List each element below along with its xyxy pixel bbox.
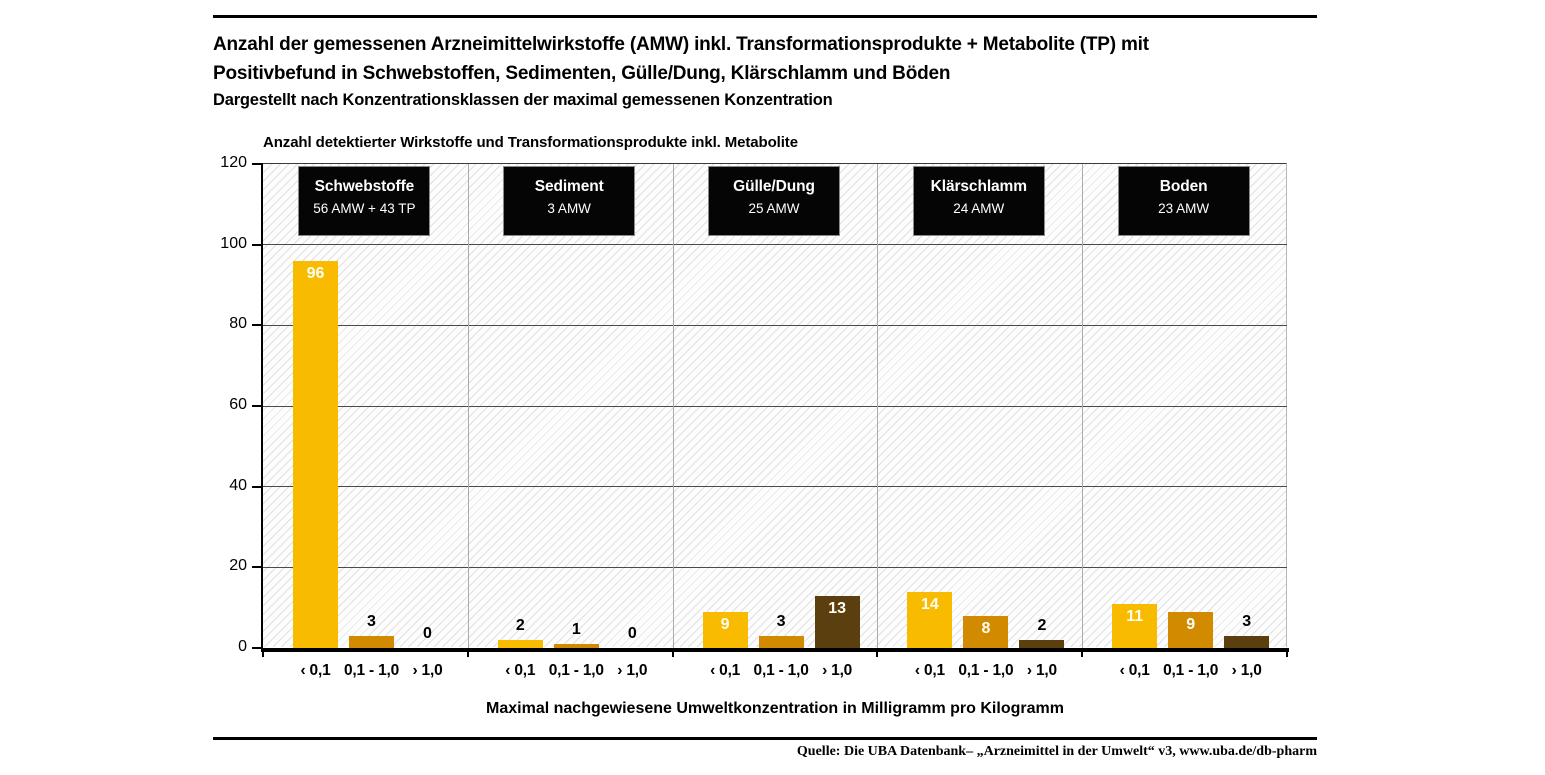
y-axis-tick-label: 60 bbox=[229, 396, 247, 413]
y-axis-tick-label: 80 bbox=[229, 315, 247, 333]
x-axis-tick-label: 0,1 - 1,0 bbox=[753, 662, 809, 679]
group-divider bbox=[1081, 164, 1083, 648]
bar-value-label: 9 bbox=[720, 616, 730, 633]
x-axis-label: Maximal nachgewiesene Umweltkonzentratio… bbox=[486, 700, 1064, 717]
x-axis-tick-label: › 1,0 bbox=[1231, 662, 1262, 679]
page-subtitle: Dargestellt nach Konzentrationsklassen d… bbox=[213, 91, 833, 109]
bar-lt-0-1 bbox=[1112, 604, 1158, 648]
bar-value-label: 11 bbox=[1126, 608, 1144, 625]
gridline bbox=[263, 405, 1287, 407]
gridline bbox=[263, 324, 1287, 326]
source-note: Quelle: Die UBA Datenbank– „Arzneimittel… bbox=[796, 744, 1317, 759]
bar-value-label: 2 bbox=[1037, 617, 1047, 634]
bar-value-label: 14 bbox=[920, 596, 939, 613]
x-axis-tick-label: ‹ 0,1 bbox=[505, 662, 536, 679]
group-badge-count: 56 AMW + 43 TP bbox=[313, 201, 416, 216]
x-axis-tick-label: 0,1 - 1,0 bbox=[343, 662, 400, 679]
gridline bbox=[263, 244, 1287, 246]
x-axis-tick-label: › 1,0 bbox=[412, 662, 443, 679]
y-axis-tick-label: 20 bbox=[229, 557, 247, 575]
bar-lt-0-1 bbox=[293, 261, 338, 648]
y-axis-tick-label: 40 bbox=[229, 476, 247, 494]
page-title-line-1: Anzahl der gemessenen Arzneimittelwirkst… bbox=[213, 34, 1149, 55]
top-rule bbox=[213, 15, 1317, 18]
group-badge-name: Klärschlamm bbox=[930, 178, 1027, 195]
bar-gt-1-0 bbox=[814, 596, 860, 648]
y-axis-title: Anzahl detektierter Wirkstoffe und Trans… bbox=[263, 134, 798, 151]
x-axis-tick-label: 0,1 - 1,0 bbox=[958, 662, 1014, 679]
x-axis-tick-label: › 1,0 bbox=[617, 662, 648, 679]
x-axis-tick-mark bbox=[467, 648, 469, 657]
x-axis-tick-label: ‹ 0,1 bbox=[914, 662, 945, 679]
x-axis-tick-label: › 1,0 bbox=[1026, 662, 1057, 679]
bar-value-label: 13 bbox=[828, 600, 846, 617]
y-axis-tick-mark bbox=[252, 647, 263, 649]
group-badge: Sediment 3 AMW bbox=[503, 166, 636, 236]
bar-value-label: 0 bbox=[423, 625, 432, 642]
bar-value-label: 96 bbox=[306, 265, 325, 282]
x-axis-tick-mark bbox=[876, 648, 878, 657]
y-axis-tick-mark bbox=[252, 163, 263, 165]
group-divider bbox=[876, 164, 878, 648]
plot-area: 0 20 40 60 80 100 120 Schwebstoffe 56 AMW + 43 T… bbox=[220, 154, 1289, 679]
group-badge-name: Boden bbox=[1159, 178, 1208, 195]
y-axis-tick-label: 120 bbox=[220, 154, 247, 171]
group-badge-name: Sediment bbox=[534, 178, 604, 195]
title-block: Anzahl der gemessenen Arzneimittelwirkst… bbox=[213, 30, 1149, 110]
x-axis-tick-label: ‹ 0,1 bbox=[1119, 662, 1150, 679]
y-axis-tick-mark bbox=[252, 485, 263, 488]
bottom-rule bbox=[213, 737, 1317, 740]
y-axis-tick-mark bbox=[252, 405, 263, 407]
bar-0-1-to-1-0 bbox=[553, 644, 599, 648]
gridline bbox=[263, 486, 1287, 488]
bar-value-label: 1 bbox=[571, 621, 581, 638]
group-badge-count: 3 AMW bbox=[547, 201, 591, 216]
bar-lt-0-1 bbox=[702, 612, 748, 648]
bar-value-label: 3 bbox=[1242, 613, 1252, 630]
group-badge: Klärschlamm 24 AMW bbox=[912, 166, 1045, 236]
bar-lt-0-1 bbox=[907, 592, 953, 648]
group-badge: Schwebstoffe 56 AMW + 43 TP bbox=[298, 166, 431, 236]
bar-0-1-to-1-0 bbox=[758, 636, 804, 648]
group-badge: Boden 23 AMW bbox=[1117, 166, 1250, 236]
bar-value-label: 8 bbox=[981, 620, 991, 637]
group-badge-count: 24 AMW bbox=[953, 201, 1005, 216]
group-badge-count: 23 AMW bbox=[1158, 201, 1210, 216]
x-axis-tick-mark bbox=[672, 648, 674, 657]
x-axis-tick-label: › 1,0 bbox=[822, 662, 853, 679]
bar-gt-1-0 bbox=[1224, 636, 1270, 648]
group-badge-count: 25 AMW bbox=[748, 201, 800, 216]
x-axis-tick-mark bbox=[1286, 648, 1288, 657]
group-badge: Gülle/Dung 25 AMW bbox=[708, 166, 840, 236]
bar-0-1-to-1-0 bbox=[1168, 612, 1214, 648]
page-title-line-2: Positivbefund in Schwebstoffen, Sediment… bbox=[213, 63, 951, 84]
y-axis-tick-mark bbox=[252, 324, 263, 327]
x-axis-tick-mark bbox=[262, 648, 264, 657]
bar-value-label: 0 bbox=[627, 625, 637, 642]
bar-0-1-to-1-0 bbox=[963, 616, 1009, 648]
x-axis-tick-label: ‹ 0,1 bbox=[710, 662, 741, 679]
bar-lt-0-1 bbox=[497, 640, 543, 648]
x-axis-tick-mark bbox=[1081, 648, 1083, 657]
x-axis-tick-label: 0,1 - 1,0 bbox=[548, 662, 604, 679]
y-axis-tick-label: 0 bbox=[238, 638, 247, 655]
bar-value-label: 3 bbox=[367, 613, 376, 630]
y-axis-tick-label: 100 bbox=[220, 234, 247, 252]
bar-value-label: 9 bbox=[1186, 616, 1196, 633]
group-divider bbox=[672, 164, 674, 648]
bar-value-label: 3 bbox=[776, 613, 786, 630]
x-axis-tick-label: ‹ 0,1 bbox=[300, 662, 331, 679]
group-divider bbox=[467, 164, 469, 648]
y-axis-tick-mark bbox=[252, 566, 263, 569]
bar-gt-1-0 bbox=[1019, 640, 1065, 648]
gridline bbox=[263, 566, 1287, 568]
y-axis-tick-mark bbox=[252, 243, 263, 246]
x-axis-tick-label: 0,1 - 1,0 bbox=[1163, 662, 1219, 679]
group-badge-name: Gülle/Dung bbox=[733, 178, 815, 195]
x-axis-line bbox=[261, 648, 1289, 652]
bar-0-1-to-1-0 bbox=[349, 636, 394, 648]
group-badge-name: Schwebstoffe bbox=[314, 178, 415, 195]
bar-value-label: 2 bbox=[515, 617, 525, 634]
